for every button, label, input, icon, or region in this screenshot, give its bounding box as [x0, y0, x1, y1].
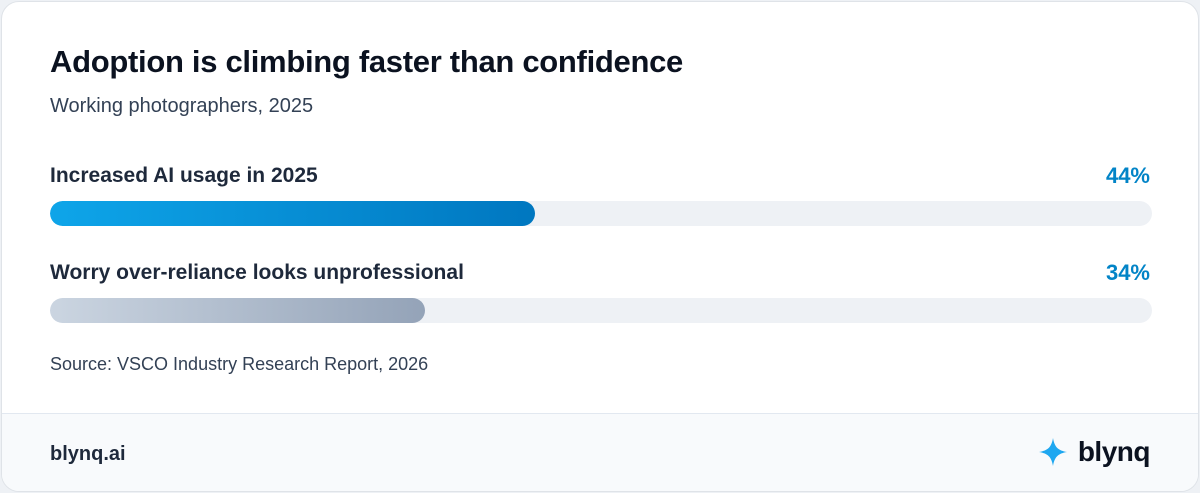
bar-track: [50, 298, 1152, 323]
brand-icon: [1038, 438, 1067, 466]
chart-subtitle: Working photographers, 2025: [50, 95, 314, 117]
bar-track: [50, 201, 1152, 226]
bar-label: Increased AI usage in 2025: [50, 164, 318, 187]
bar: [50, 201, 535, 226]
bar: [50, 298, 425, 323]
brand: blynq: [1038, 436, 1151, 468]
brand-name: blynq: [1077, 436, 1151, 467]
source-note: Source: VSCO Industry Research Report, 2…: [50, 354, 429, 374]
value-label: 44%: [1105, 163, 1150, 188]
chart-title: Adoption is climbing faster than confide…: [50, 44, 683, 79]
footer: blynq.ai blynq: [2, 413, 1198, 491]
site-link: blynq.ai: [50, 443, 126, 465]
bar-label: Worry over-reliance looks unprofessional: [50, 261, 464, 284]
value-label: 34%: [1105, 260, 1150, 285]
